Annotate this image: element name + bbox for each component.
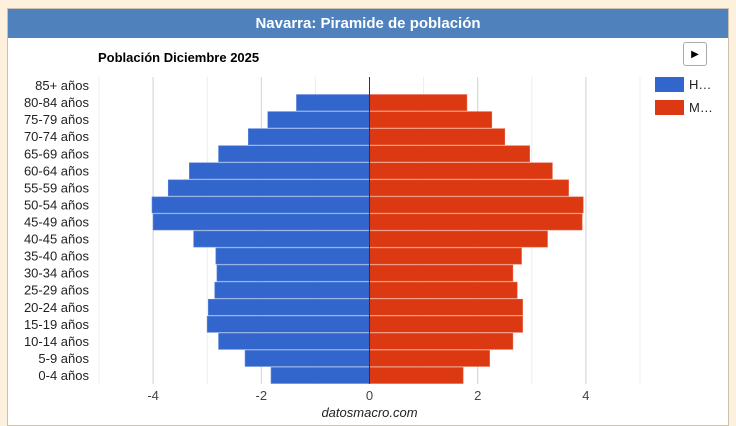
y-tick-label: 65-69 años <box>24 146 90 161</box>
y-tick-label: 0-4 años <box>38 368 89 383</box>
bar-women <box>369 179 569 197</box>
x-tick-label: -2 <box>256 388 268 403</box>
y-tick-label: 50-54 años <box>24 197 90 212</box>
y-tick-label: 70-74 años <box>24 129 90 144</box>
x-tick-label: 2 <box>474 388 481 403</box>
bar-men <box>296 94 370 111</box>
bar-women <box>369 94 468 111</box>
y-tick-label: 40-45 años <box>24 232 90 247</box>
x-axis-label: datosmacro.com <box>321 405 417 420</box>
bar-women <box>369 298 523 316</box>
play-button[interactable]: ▶ <box>683 42 707 66</box>
bar-men <box>206 315 370 333</box>
x-tick-label: 4 <box>582 388 589 403</box>
bar-women <box>369 145 530 163</box>
y-tick-label: 25-29 años <box>24 283 90 298</box>
y-tick-label: 35-40 años <box>24 249 90 264</box>
bar-women <box>369 128 506 146</box>
bar-women <box>369 213 583 231</box>
y-tick-label: 45-49 años <box>24 214 90 229</box>
bar-men <box>248 128 370 146</box>
y-tick-label: 75-79 años <box>24 112 90 127</box>
y-tick-label: 55-59 años <box>24 180 90 195</box>
bar-men <box>218 145 370 163</box>
bar-women <box>369 367 464 384</box>
bar-women <box>369 162 553 180</box>
y-tick-label: 30-34 años <box>24 266 90 281</box>
bar-men <box>215 247 370 265</box>
y-tick-label: 60-64 años <box>24 163 90 178</box>
bar-men <box>207 298 370 316</box>
y-tick-label: 85+ años <box>35 78 89 93</box>
bar-men <box>218 333 370 350</box>
bar-men <box>244 350 370 367</box>
x-tick-label: -4 <box>147 388 159 403</box>
bar-women <box>369 247 522 265</box>
bar-men <box>216 264 370 282</box>
legend-swatch <box>655 100 684 115</box>
bar-women <box>369 264 514 282</box>
y-tick-label: 10-14 años <box>24 334 90 349</box>
bar-women <box>369 333 514 350</box>
x-tick-label: 0 <box>366 388 373 403</box>
y-tick-label: 5-9 años <box>38 351 89 366</box>
bar-women <box>369 111 493 128</box>
bar-men <box>167 179 370 197</box>
legend-swatch <box>655 77 684 92</box>
bar-women <box>369 281 518 299</box>
play-icon: ▶ <box>691 48 699 60</box>
bar-women <box>369 350 490 367</box>
panel-title: Navarra: Piramide de población <box>8 9 728 38</box>
bar-men <box>193 230 370 248</box>
bar-women <box>369 315 523 333</box>
bar-men <box>189 162 370 180</box>
y-tick-label: 15-19 años <box>24 317 90 332</box>
bar-women <box>369 230 548 248</box>
legend-label: H… <box>689 77 711 92</box>
bar-men <box>214 281 370 299</box>
legend-label: M… <box>689 100 713 115</box>
bar-men <box>270 367 370 384</box>
bar-women <box>369 196 584 214</box>
y-tick-label: 20-24 años <box>24 300 90 315</box>
bar-men <box>151 196 370 214</box>
bar-men <box>152 213 370 231</box>
bar-men <box>267 111 370 128</box>
y-tick-label: 80-84 años <box>24 95 90 110</box>
chart-title: Población Diciembre 2025 <box>98 50 259 65</box>
